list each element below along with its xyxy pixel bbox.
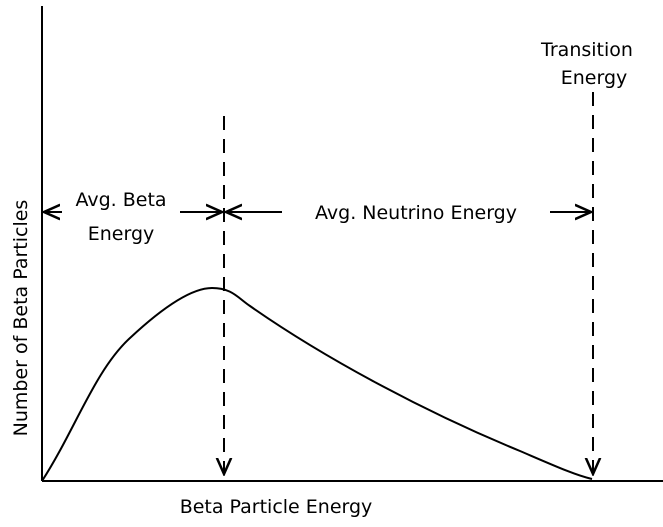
beta-spectrum-curve: [41, 286, 593, 482]
avg-neutrino-energy-label: Avg. Neutrino Energy: [315, 202, 517, 224]
avg-beta-energy-label-line1: Avg. Beta: [75, 189, 166, 211]
transition-energy-label-line1: Transition: [540, 39, 633, 61]
x-axis-label: Beta Particle Energy: [180, 496, 373, 518]
avg-beta-energy-label-line2: Energy: [88, 223, 155, 245]
y-axis-label: Number of Beta Particles: [10, 200, 32, 437]
transition-energy-label-line2: Energy: [561, 67, 628, 89]
